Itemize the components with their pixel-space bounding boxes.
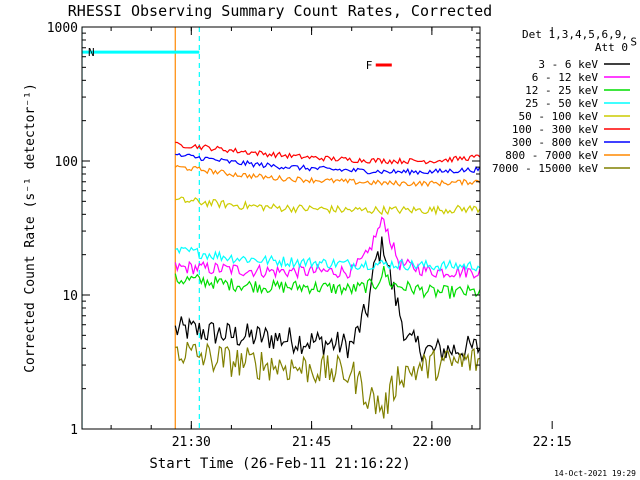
y-tick-label: 1 xyxy=(70,423,78,438)
flag-label: S xyxy=(630,35,637,48)
legend-header: Det 1,3,4,5,6,9, xyxy=(522,28,628,41)
series-line xyxy=(174,236,480,363)
flag-label: N xyxy=(88,46,95,59)
series-line xyxy=(175,153,480,177)
series-line xyxy=(175,141,480,165)
legend-label: 800 - 7000 keV xyxy=(505,149,598,162)
legend-label: 7000 - 15000 keV xyxy=(492,162,598,175)
y-tick-label: 100 xyxy=(55,155,78,170)
flag-label: F xyxy=(366,59,373,72)
series-line xyxy=(174,164,480,188)
legend-label: 300 - 800 keV xyxy=(512,136,598,149)
series-line xyxy=(175,341,480,419)
series-line xyxy=(174,216,480,280)
plot-frame xyxy=(81,26,481,430)
legend-label: 25 - 50 keV xyxy=(525,97,598,110)
series-line xyxy=(174,265,480,299)
footer-timestamp: 14-Oct-2021 19:29 xyxy=(554,469,636,478)
x-axis-label: Start Time (26-Feb-11 21:16:22) xyxy=(149,456,410,472)
legend-label: 50 - 100 keV xyxy=(519,110,599,123)
series-line xyxy=(175,246,480,273)
x-tick-label: 21:30 xyxy=(172,435,211,450)
y-tick-label: 10 xyxy=(62,289,78,304)
y-axis-label: Corrected Count Rate (s⁻¹ detector⁻¹) xyxy=(23,83,38,373)
x-tick-label: 22:00 xyxy=(412,435,451,450)
x-tick-label: 21:45 xyxy=(292,435,331,450)
legend-label: 3 - 6 keV xyxy=(538,58,598,71)
series-line xyxy=(175,196,480,216)
chart-title: RHESSI Observing Summary Count Rates, Co… xyxy=(68,2,492,20)
legend-header: Att 0 xyxy=(595,41,628,54)
legend-label: 12 - 25 keV xyxy=(525,84,598,97)
legend-label: 100 - 300 keV xyxy=(512,123,598,136)
y-tick-label: 1000 xyxy=(47,21,78,36)
legend-label: 6 - 12 keV xyxy=(532,71,599,84)
x-tick-label: 22:15 xyxy=(533,435,572,450)
